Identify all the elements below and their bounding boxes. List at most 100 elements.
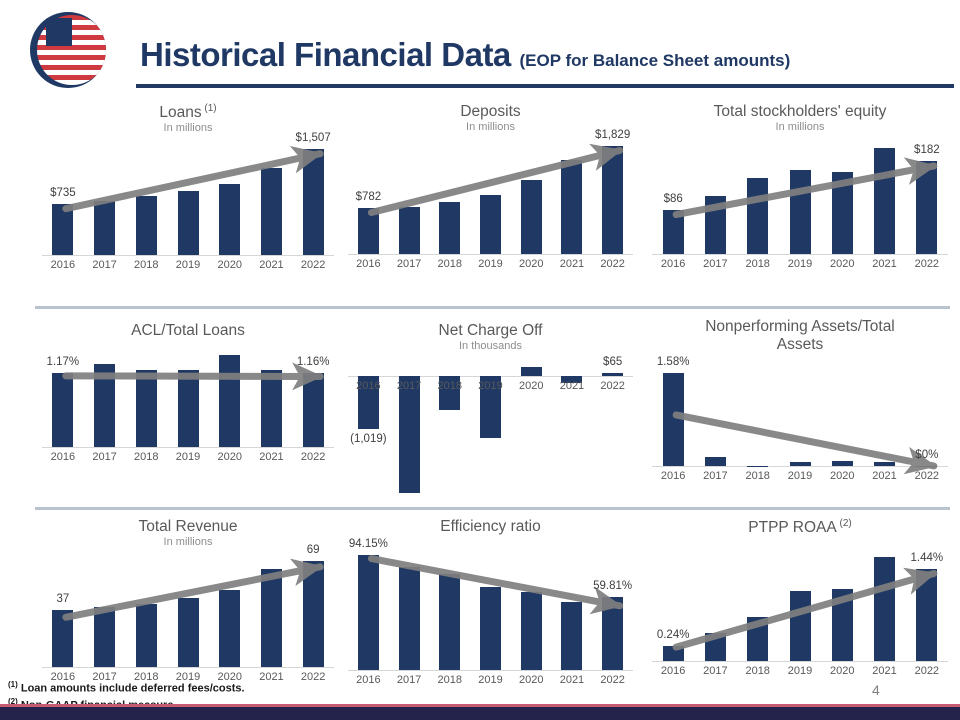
year-label: 2017: [703, 257, 728, 270]
year-label: 2020: [518, 257, 544, 270]
year-label: 2018: [437, 257, 463, 270]
value-label: $65: [603, 356, 623, 368]
year-label: 2022: [914, 664, 940, 677]
bar-2021: [260, 369, 282, 447]
bar-2022: [916, 568, 938, 661]
year-label: 2020: [518, 673, 544, 686]
bar-2020: [831, 588, 853, 661]
bar-2016: [357, 554, 379, 670]
bar-2022: [916, 465, 938, 468]
chart-npa: Nonperforming Assets/Total Assets 1.58% $…: [652, 318, 948, 482]
year-label: 2019: [175, 670, 201, 683]
year-label: 2021: [559, 673, 585, 686]
value-label: 59.81%: [593, 579, 633, 592]
company-logo-icon: [30, 12, 106, 88]
bar-2018: [439, 202, 461, 254]
x-axis-labels: 2016 2017 2018 2019 2020 2021 2022: [42, 671, 334, 683]
footnote-1-text: Loan amounts include deferred fees/costs…: [20, 682, 245, 695]
bar-2017: [94, 364, 116, 447]
flag-canton: [46, 18, 72, 46]
bar-2020: [520, 180, 542, 254]
bar-2018: [747, 617, 769, 661]
value-label: 94.15%: [348, 537, 388, 550]
year-label: 2022: [914, 257, 940, 270]
bar-2017: [398, 376, 420, 493]
chart-title: Total stockholders' equity: [713, 103, 887, 120]
bar-2022: [302, 149, 324, 255]
year-label: 2020: [217, 258, 242, 271]
bar-2021: [561, 376, 583, 384]
title-underline: [136, 84, 954, 88]
bar-2016: [662, 372, 684, 466]
year-label: 2016: [660, 257, 686, 270]
year-label: 2021: [259, 450, 284, 463]
bar-2019: [480, 376, 501, 438]
bar-2022: [916, 161, 938, 254]
chart-nco: Net Charge Off In thousands (1,019) $65 2016…: [348, 322, 633, 501]
year-label: 2017: [703, 664, 728, 677]
bar-2021: [874, 557, 896, 661]
value-label: $735: [50, 186, 76, 199]
year-label: 2021: [259, 258, 284, 271]
footnote-2-sup: (2): [8, 696, 18, 706]
bar-2016: [357, 376, 379, 430]
x-axis-labels: 2016 2017 2018 2019 2020 2021 2022: [42, 259, 334, 271]
year-label: 2017: [396, 673, 422, 686]
chart-subtitle: In millions: [163, 121, 213, 134]
footer-accent-line: [0, 704, 960, 707]
x-axis-labels: 2016 2017 2018 2019 2020 2021 2022: [652, 470, 948, 482]
bar-2021: [260, 569, 282, 667]
year-label: 2018: [745, 257, 770, 270]
year-label: 2018: [134, 450, 159, 463]
year-label: 2022: [914, 469, 940, 482]
year-label: 2021: [872, 257, 897, 270]
bar-2022: [302, 561, 324, 667]
year-label: 2017: [396, 257, 422, 270]
x-axis-labels: 2016 2017 2018 2019 2020 2021 2022: [348, 258, 633, 270]
value-label: 0.24%: [656, 628, 690, 641]
bar-2016: [52, 203, 74, 255]
chart-plot: 1.58% $0%: [652, 356, 948, 474]
page-number: 4: [872, 682, 880, 698]
chart-plot: $735 $1,507: [42, 132, 334, 256]
value-label: 37: [56, 593, 70, 606]
value-label: $1,829: [595, 129, 631, 141]
bar-2021: [561, 602, 583, 670]
bar-2022: [602, 145, 624, 254]
year-label: 2019: [478, 257, 503, 270]
year-label: 2019: [175, 258, 201, 271]
value-label: (1,019): [350, 433, 387, 446]
bar-2020: [219, 184, 241, 255]
bar-2017: [398, 206, 420, 254]
chart-title: ACL/Total Loans: [131, 322, 245, 339]
value-label: 1.44%: [910, 551, 944, 564]
bar-2018: [747, 177, 769, 254]
bar-2021: [260, 168, 282, 255]
axis-baseline: [42, 254, 334, 256]
year-label: 2019: [175, 450, 201, 463]
chart-title: PTPP ROAA (2): [748, 518, 852, 537]
bar-2017: [94, 201, 116, 255]
year-label: 2018: [134, 670, 159, 683]
bar-2017: [94, 607, 116, 667]
bar-2018: [135, 196, 157, 255]
value-label: 1.16%: [296, 356, 330, 369]
bar-2022: [602, 596, 624, 670]
year-label: 2017: [703, 469, 728, 482]
bar-2019: [177, 369, 199, 447]
chart-title: Deposits: [460, 103, 521, 120]
year-label: 2021: [872, 664, 897, 677]
bar-2019: [177, 598, 199, 667]
year-label: 2022: [300, 670, 326, 683]
chart-subtitle: [42, 340, 334, 346]
value-label: $86: [663, 193, 683, 206]
chart-subtitle: In millions: [775, 120, 825, 133]
chart-title: Efficiency ratio: [440, 518, 541, 535]
year-label: 2017: [92, 258, 117, 271]
row-divider-1: [35, 306, 950, 309]
bar-2018: [747, 465, 769, 468]
year-label: 2019: [478, 380, 503, 393]
bar-2020: [831, 171, 853, 254]
axis-baseline: [652, 660, 948, 662]
chart-loans: Loans (1) In millions $735 $1,507 2016 2017 20…: [42, 103, 334, 271]
